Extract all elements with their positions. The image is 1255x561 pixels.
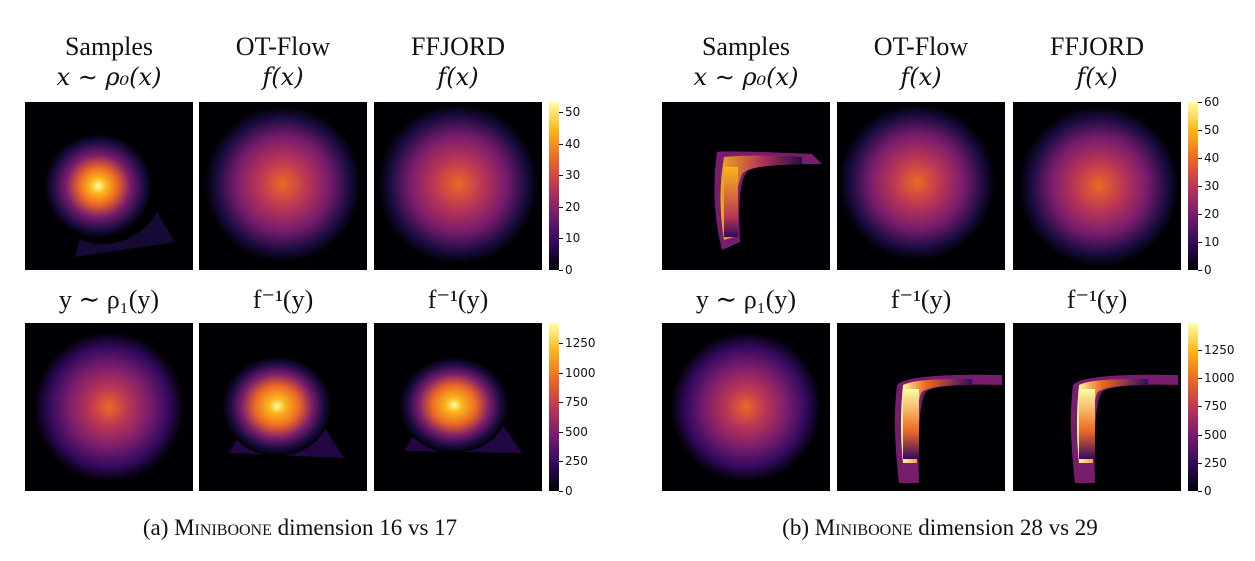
header-a-samples: Samples x ∼ ρ₀(x) xyxy=(25,32,193,92)
header-math: f(x) xyxy=(1076,63,1118,91)
header-label: OT-Flow xyxy=(235,32,331,61)
colorbar-tick-mark xyxy=(559,372,563,374)
colorbar-b-bottom xyxy=(1188,323,1198,491)
colorbar-tick-label: 60 xyxy=(1204,95,1220,109)
colorbar-tick-mark xyxy=(1198,102,1202,103)
header-label: Samples xyxy=(64,32,154,61)
colorbar-tick-mark xyxy=(1198,214,1202,215)
heatmap-a-ffjord-finv xyxy=(374,323,542,491)
colorbar-tick-label: 0 xyxy=(565,484,573,498)
heatmap-b-samples-x xyxy=(662,102,830,270)
colorbar-tick-label: 1250 xyxy=(1204,342,1235,357)
header-b-otflow-inv: f⁻¹(y) xyxy=(890,285,952,314)
colorbar-tick-label: 20 xyxy=(1204,207,1220,221)
header-b-ffjord-inv: f⁻¹(y) xyxy=(1066,285,1128,314)
colorbar-tick-label: 40 xyxy=(1204,151,1220,165)
colorbar-tick-mark xyxy=(1198,158,1202,159)
header-b-samples: Samples x ∼ ρ₀(x) xyxy=(662,32,830,92)
caption-suffix: dimension 16 vs 17 xyxy=(271,515,458,540)
header-label: FFJORD xyxy=(1050,32,1144,61)
colorbar-tick-label: 10 xyxy=(565,231,581,246)
heatmap-a-otflow-finv xyxy=(199,323,367,491)
colorbar-tick-label: 30 xyxy=(565,168,581,183)
caption-prefix: (b) xyxy=(782,515,815,540)
caption-suffix: dimension 28 vs 29 xyxy=(912,515,1098,540)
heatmap-b-ffjord-fx xyxy=(1013,102,1181,270)
colorbar-tick-mark xyxy=(1198,434,1202,436)
colorbar-tick-mark xyxy=(559,270,563,271)
colorbar-b-top xyxy=(1188,102,1198,270)
heatmap-b-otflow-finv xyxy=(837,323,1005,491)
colorbar-tick-mark xyxy=(1198,242,1202,243)
colorbar-tick-mark xyxy=(559,112,563,114)
colorbar-tick-label: 750 xyxy=(1204,399,1227,414)
heatmap-a-samples-y xyxy=(25,323,193,491)
caption-dataset: Miniboone xyxy=(814,515,913,540)
colorbar-tick-mark xyxy=(559,402,563,404)
caption-a: (a) Miniboone dimension 16 vs 17 xyxy=(60,515,540,541)
colorbar-tick-label: 0 xyxy=(1204,263,1212,277)
heatmap-b-samples-y xyxy=(662,323,830,491)
header-math: x ∼ ρ₀(x) xyxy=(693,63,799,91)
caption-prefix: (a) xyxy=(142,515,175,540)
heatmap-b-ffjord-finv xyxy=(1013,323,1181,491)
colorbar-tick-mark xyxy=(559,431,563,433)
colorbar-tick-label: 20 xyxy=(565,199,581,214)
colorbar-tick-mark xyxy=(559,343,563,345)
colorbar-tick-mark xyxy=(1198,186,1202,187)
colorbar-tick-mark xyxy=(1198,406,1202,408)
header-label: Samples xyxy=(701,32,791,61)
colorbar-tick-mark xyxy=(559,143,563,145)
header-math: x ∼ ρ₀(x) xyxy=(56,63,162,91)
colorbar-a-top xyxy=(549,102,559,270)
header-a-otflow: OT-Flow f(x) xyxy=(199,32,367,92)
header-a-otflow-inv: f⁻¹(y) xyxy=(252,285,314,314)
colorbar-a-bottom xyxy=(549,323,559,491)
header-label: OT-Flow xyxy=(873,32,969,61)
colorbar-tick-label: 1000 xyxy=(565,365,596,380)
heatmap-a-otflow-fx xyxy=(199,102,367,270)
colorbar-tick-label: 50 xyxy=(565,105,581,120)
header-math: f(x) xyxy=(262,63,304,91)
colorbar-tick-label: 40 xyxy=(565,136,581,151)
colorbar-tick-mark xyxy=(1198,270,1202,271)
header-a-y: y ∼ ρ₁(y) xyxy=(58,285,160,314)
header-a-ffjord: FFJORD f(x) xyxy=(374,32,542,92)
heatmap-a-ffjord-fx xyxy=(374,102,542,270)
header-a-ffjord-inv: f⁻¹(y) xyxy=(427,285,489,314)
colorbar-tick-label: 250 xyxy=(1204,455,1227,470)
colorbar-tick-mark xyxy=(1198,349,1202,351)
colorbar-tick-label: 10 xyxy=(1204,235,1220,249)
colorbar-tick-mark xyxy=(1198,130,1202,131)
heatmap-a-samples-x xyxy=(25,102,193,270)
caption-dataset: Miniboone xyxy=(174,515,272,540)
colorbar-tick-mark xyxy=(559,461,563,463)
caption-b: (b) Miniboone dimension 28 vs 29 xyxy=(700,515,1180,541)
colorbar-tick-label: 0 xyxy=(1204,484,1212,498)
colorbar-tick-label: 0 xyxy=(565,263,573,277)
colorbar-tick-mark xyxy=(559,491,563,492)
heatmap-b-otflow-fx xyxy=(837,102,1005,270)
header-b-ffjord: FFJORD f(x) xyxy=(1013,32,1181,92)
colorbar-tick-mark xyxy=(559,175,563,177)
colorbar-tick-label: 1250 xyxy=(565,336,596,351)
header-b-otflow: OT-Flow f(x) xyxy=(837,32,1005,92)
colorbar-tick-mark xyxy=(1198,378,1202,380)
colorbar-tick-label: 500 xyxy=(565,424,588,439)
colorbar-tick-label: 30 xyxy=(1204,179,1220,193)
header-label: FFJORD xyxy=(411,32,505,61)
colorbar-tick-mark xyxy=(559,206,563,208)
colorbar-tick-mark xyxy=(559,238,563,240)
colorbar-tick-label: 1000 xyxy=(1204,371,1235,386)
colorbar-tick-label: 500 xyxy=(1204,427,1227,442)
colorbar-tick-mark xyxy=(1198,462,1202,464)
header-math: f(x) xyxy=(437,63,479,91)
colorbar-tick-label: 750 xyxy=(565,395,588,410)
header-math: f(x) xyxy=(900,63,942,91)
colorbar-tick-mark xyxy=(1198,491,1202,492)
colorbar-tick-label: 250 xyxy=(565,454,588,469)
colorbar-tick-label: 50 xyxy=(1204,123,1220,137)
header-b-y: y ∼ ρ₁(y) xyxy=(695,285,797,314)
